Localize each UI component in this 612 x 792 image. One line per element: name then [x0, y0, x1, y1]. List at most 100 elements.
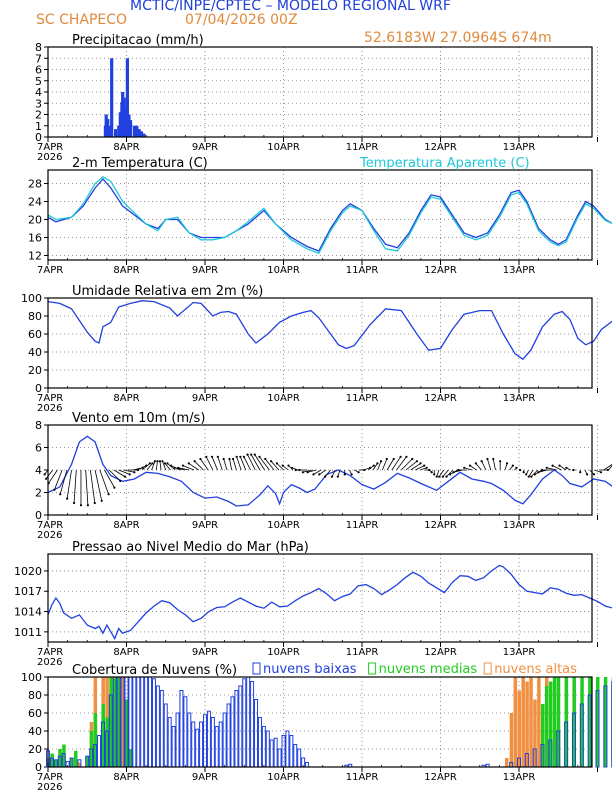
wind-vector	[48, 469, 58, 484]
panel-frame	[47, 169, 593, 261]
wind-vector-head	[205, 455, 208, 458]
panel-title: Pressao ao Nivel Medio do Mar (hPa)	[72, 540, 309, 555]
wind-vector-head	[264, 457, 267, 461]
cloud-bar-nuvens-medias	[93, 713, 98, 767]
wind-vector-head	[72, 501, 76, 505]
cloud-bar-nuvens-medias	[50, 753, 54, 767]
wind-vector	[113, 469, 126, 477]
x-tick-label: 9APR	[192, 142, 218, 153]
wind-vector-head	[250, 453, 253, 456]
x-tick-label: 8APR	[113, 647, 139, 658]
wind-vector-head	[572, 468, 575, 472]
wind-vector-head	[533, 473, 536, 476]
wind-vector-head	[405, 455, 408, 458]
x-tick-label: 10APR	[267, 265, 300, 276]
wind-vector-head	[228, 457, 231, 461]
cloud-bar-nuvens-medias	[109, 677, 113, 767]
wind-vector-head	[235, 455, 238, 458]
precip-bar	[125, 58, 129, 137]
wind-vector-head	[606, 468, 609, 472]
wind-vector-head	[505, 462, 509, 465]
cloud-bar-nuvens-baixas	[151, 678, 156, 768]
cloud-bar-nuvens-baixas	[238, 685, 243, 768]
cloud-bar-nuvens-altas	[529, 677, 533, 767]
temp-series-line-1	[47, 176, 612, 255]
wind-vector-head	[177, 466, 180, 469]
precip-bar	[110, 58, 114, 137]
legend-swatch	[483, 662, 492, 675]
x-tick-label: 11APR	[346, 647, 379, 658]
wind-vector-head	[379, 460, 383, 463]
cloud-bar-nuvens-baixas	[148, 676, 153, 768]
wind-vector	[239, 456, 247, 471]
wind-vector	[282, 465, 289, 471]
wind-vector-head	[119, 479, 122, 483]
y-tick-label: 0	[35, 761, 42, 774]
cloud-bar-nuvens-altas	[521, 677, 525, 767]
wind-vector-head	[181, 464, 185, 467]
cloud-bar-nuvens-baixas	[273, 737, 278, 768]
wind-vector-head	[79, 504, 83, 507]
wind-vector-head	[113, 486, 116, 489]
wind-vector-head	[399, 455, 402, 458]
wind-vector-head	[156, 460, 159, 463]
header-coords: 52.6183W 27.0964S 674m	[364, 30, 552, 46]
header-run-date: 07/04/2026 00Z	[185, 12, 298, 28]
wind-vector	[243, 456, 251, 471]
cloud-bar-nuvens-baixas	[595, 690, 600, 768]
wind-vector	[194, 460, 204, 471]
wind-vector	[89, 469, 96, 504]
cloud-bar-nuvens-baixas	[171, 726, 176, 768]
wind-vector-head	[210, 455, 214, 458]
wind-vector	[594, 469, 602, 473]
x-tick-label: 10APR	[267, 142, 300, 153]
cloud-bar-nuvens-baixas	[277, 748, 282, 768]
y-tick-label: 100	[21, 292, 42, 305]
panel-rh	[44, 297, 612, 393]
panel-clouds	[44, 676, 612, 772]
cloud-bar-nuvens-baixas	[230, 696, 235, 768]
wind-vector-head	[163, 462, 167, 465]
cloud-bar-nuvens-medias	[117, 677, 121, 767]
x-tick-label: 12APR	[424, 520, 457, 531]
x-year-label: 2026	[37, 275, 62, 286]
wind-vector	[307, 469, 317, 473]
cloud-bar-nuvens-altas	[517, 690, 521, 767]
wind-vector-head	[166, 462, 169, 465]
wind-vector-head	[480, 460, 483, 463]
wind-vector	[217, 456, 223, 471]
cloud-bar-nuvens-baixas	[281, 735, 286, 768]
wind-vector-head	[486, 457, 489, 461]
wind-vector	[487, 458, 492, 471]
wind-vector-head	[515, 466, 518, 469]
legend-swatch	[368, 662, 377, 675]
x-tick-label: 11APR	[346, 520, 379, 531]
wind-vector	[182, 465, 195, 471]
cloud-bar-nuvens-baixas	[250, 681, 255, 768]
wind-vector	[331, 469, 336, 477]
y-tick-label: 4	[35, 86, 42, 99]
wind-vector-head	[275, 462, 278, 465]
cloud-bar-nuvens-medias	[62, 744, 66, 767]
x-tick-label: 12APR	[424, 265, 457, 276]
wind-vector	[232, 458, 237, 471]
cloud-bar-nuvens-baixas	[214, 726, 219, 768]
cloud-bar-nuvens-baixas	[136, 676, 141, 768]
wind-vector-head	[592, 473, 596, 476]
wind-vector	[436, 469, 440, 477]
cloud-bar-nuvens-medias	[73, 750, 78, 767]
wind-vector	[528, 469, 534, 477]
x-tick-label: 7APR	[37, 647, 63, 658]
wind-vector-head	[324, 475, 327, 478]
x-tick-label: 10APR	[267, 647, 300, 658]
cloud-bar-nuvens-altas	[504, 758, 509, 767]
wind-vector	[155, 461, 158, 471]
y-tick-label: 80	[28, 310, 42, 323]
panel-frame	[47, 297, 593, 389]
panel-press	[44, 553, 612, 647]
wind-vector	[363, 467, 371, 471]
y-tick-label: 2	[35, 109, 42, 122]
wind-vector-head	[343, 473, 346, 476]
wind-vector	[141, 463, 151, 471]
press-series-line-0	[47, 564, 612, 641]
